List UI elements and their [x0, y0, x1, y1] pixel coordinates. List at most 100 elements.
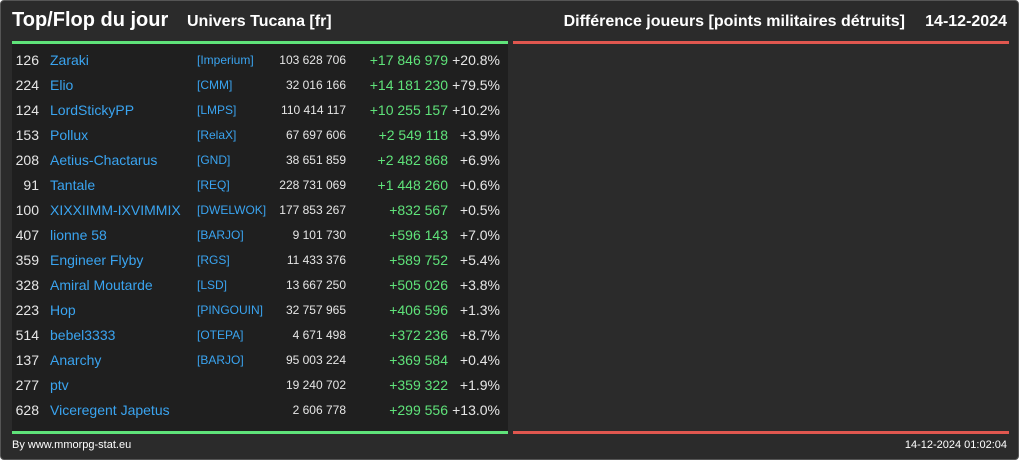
- alliance-tag-link[interactable]: [DWELWOK]: [197, 203, 267, 217]
- player-name-link[interactable]: LordStickyPP: [50, 102, 135, 118]
- player-rank: 137: [15, 352, 39, 368]
- top-divider: [12, 41, 508, 44]
- player-row: 328 Amiral Moutarde [LSD] 13 667 250 +505 02…: [12, 273, 508, 298]
- score-difference: +596 143: [389, 227, 448, 243]
- player-name-link[interactable]: XIXXIIMM-IXVIMMIX: [50, 202, 181, 218]
- percent-change: +10.2%: [452, 102, 500, 118]
- player-name-link[interactable]: Engineer Flyby: [50, 252, 144, 268]
- score-difference: +832 567: [389, 202, 448, 218]
- player-row: 137 Anarchy [BARJO] 95 003 224 +369 584 +0.4%: [12, 348, 508, 373]
- header: Top/Flop du jour Univers Tucana [fr] Dif…: [1, 1, 1018, 41]
- player-row: 153 Pollux [RelaX] 67 697 606 +2 549 118 +3.9…: [12, 123, 508, 148]
- player-score: 38 651 859: [285, 153, 346, 167]
- player-score: 4 671 498: [292, 328, 346, 342]
- player-name-link[interactable]: Pollux: [50, 127, 89, 143]
- score-difference: +589 752: [389, 252, 448, 268]
- player-name-link[interactable]: Amiral Moutarde: [50, 277, 153, 293]
- player-name-link[interactable]: ptv: [50, 377, 69, 393]
- score-difference: +372 236: [389, 327, 448, 343]
- universe-label: Univers Tucana [fr]: [187, 13, 332, 30]
- alliance-tag-link[interactable]: [OTEPA]: [197, 328, 244, 342]
- alliance-tag-link[interactable]: [REQ]: [197, 178, 230, 192]
- player-row: 124 LordStickyPP [LMPS] 110 414 117 +10 255 …: [12, 98, 508, 123]
- player-rank: 514: [15, 327, 39, 343]
- alliance-tag-link[interactable]: [RelaX]: [197, 128, 237, 142]
- player-score: 9 101 730: [292, 228, 346, 242]
- player-row: 126 Zaraki [Imperium] 103 628 706 +17 846 97…: [12, 48, 508, 73]
- player-score: 228 731 069: [279, 178, 346, 192]
- player-score: 103 628 706: [279, 53, 346, 67]
- player-rank: 126: [15, 52, 39, 68]
- player-row: 514 bebel3333 [OTEPA] 4 671 498 +372 236 +8.7…: [12, 323, 508, 348]
- percent-change: +1.3%: [459, 302, 500, 318]
- player-name-link[interactable]: Hop: [50, 302, 76, 318]
- percent-change: +13.0%: [452, 402, 500, 418]
- score-difference: +1 448 260: [377, 177, 448, 193]
- score-difference: +359 322: [389, 377, 448, 393]
- score-difference: +299 556: [389, 402, 448, 418]
- player-rank: 224: [15, 77, 39, 93]
- player-rank: 628: [15, 402, 39, 418]
- player-score: 13 667 250: [285, 278, 346, 292]
- alliance-tag-link[interactable]: [CMM]: [197, 78, 233, 92]
- alliance-tag-link[interactable]: [RGS]: [197, 253, 230, 267]
- player-rank: 328: [15, 277, 39, 293]
- score-difference: +369 584: [389, 352, 448, 368]
- percent-change: +0.6%: [459, 177, 500, 193]
- score-difference: +10 255 157: [369, 102, 448, 118]
- player-rank: 124: [15, 102, 39, 118]
- score-difference: +505 026: [389, 277, 448, 293]
- site-credit[interactable]: By www.mmorpg-stat.eu: [12, 439, 132, 451]
- player-row: 224 Elio [CMM] 32 016 166 +14 181 230 +79.5%: [12, 73, 508, 98]
- alliance-tag-link[interactable]: [LMPS]: [197, 103, 237, 117]
- player-rank: 407: [15, 227, 39, 243]
- flop-bottom-divider: [513, 431, 1009, 434]
- metric-label: Différence joueurs [points militaires dé…: [563, 13, 905, 30]
- player-name-link[interactable]: Aetius-Chactarus: [50, 152, 158, 168]
- player-row: 100 XIXXIIMM-IXVIMMIX [DWELWOK] 177 853 267…: [12, 198, 508, 223]
- player-score: 67 697 606: [285, 128, 346, 142]
- percent-change: +7.0%: [459, 227, 500, 243]
- player-rank: 153: [15, 127, 39, 143]
- percent-change: +20.8%: [452, 52, 500, 68]
- alliance-tag-link[interactable]: [LSD]: [197, 278, 228, 292]
- flop-list: [513, 44, 1009, 431]
- player-score: 2 606 778: [292, 403, 346, 417]
- score-difference: +17 846 979: [369, 52, 448, 68]
- percent-change: +6.9%: [459, 152, 500, 168]
- player-score: 32 016 166: [285, 78, 346, 92]
- player-name-link[interactable]: bebel3333: [50, 327, 116, 343]
- generated-timestamp: 14-12-2024 01:02:04: [904, 439, 1007, 451]
- player-score: 32 757 965: [285, 303, 346, 317]
- alliance-tag-link[interactable]: [GND]: [197, 153, 231, 167]
- player-rank: 91: [23, 177, 39, 193]
- player-score: 19 240 702: [285, 378, 346, 392]
- alliance-tag-link[interactable]: [PINGOUIN]: [197, 303, 264, 317]
- percent-change: +0.4%: [459, 352, 500, 368]
- player-row: 208 Aetius-Chactarus [GND] 38 651 859 +2 482…: [12, 148, 508, 173]
- player-rank: 223: [15, 302, 39, 318]
- header-date: 14-12-2024: [925, 13, 1007, 30]
- flop-divider: [513, 41, 1009, 44]
- player-name-link[interactable]: Anarchy: [50, 352, 102, 368]
- player-name-link[interactable]: Zaraki: [50, 52, 89, 68]
- player-row: 628 Viceregent Japetus 2 606 778 +299 556 +1…: [12, 398, 508, 423]
- score-difference: +2 549 118: [378, 127, 448, 143]
- player-rank: 359: [15, 252, 39, 268]
- top-list: 126 Zaraki [Imperium] 103 628 706 +17 846 97…: [12, 44, 508, 431]
- player-score: 110 414 117: [281, 103, 346, 117]
- player-name-link[interactable]: Viceregent Japetus: [50, 402, 170, 418]
- alliance-tag-link[interactable]: [Imperium]: [197, 53, 254, 67]
- player-name-link[interactable]: lionne 58: [50, 227, 107, 243]
- player-score: 177 853 267: [279, 203, 346, 217]
- alliance-tag-link[interactable]: [BARJO]: [197, 353, 244, 367]
- player-row: 91 Tantale [REQ] 228 731 069 +1 448 260 +0.6%: [12, 173, 508, 198]
- page-title: Top/Flop du jour: [12, 9, 169, 31]
- player-rank: 208: [15, 152, 39, 168]
- player-name-link[interactable]: Elio: [50, 77, 74, 93]
- alliance-tag-link[interactable]: [BARJO]: [197, 228, 244, 242]
- percent-change: +1.9%: [459, 377, 500, 393]
- player-name-link[interactable]: Tantale: [50, 177, 96, 193]
- player-rank: 100: [15, 202, 39, 218]
- player-score: 95 003 224: [285, 353, 346, 367]
